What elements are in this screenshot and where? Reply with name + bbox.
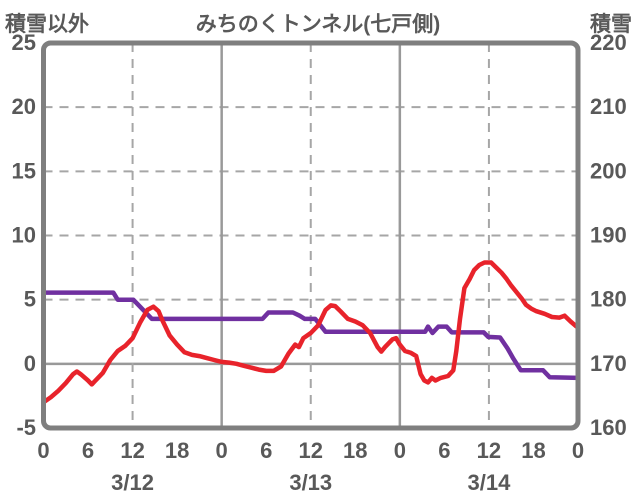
x-axis-tick-label: 18	[343, 438, 367, 463]
left-axis-tick-label: 25	[12, 30, 36, 55]
x-axis-day-label: 3/12	[111, 470, 154, 495]
x-axis-tick-label: 0	[37, 438, 49, 463]
x-axis-tick-label: 0	[216, 438, 228, 463]
left-axis-tick-label: 20	[12, 94, 36, 119]
x-axis-tick-label: 6	[260, 438, 272, 463]
right-axis-tick-label: 170	[590, 351, 627, 376]
x-axis-tick-label: 18	[165, 438, 189, 463]
x-axis-tick-label: 6	[438, 438, 450, 463]
left-axis-tick-label: 0	[24, 351, 36, 376]
x-axis-day-label: 3/13	[289, 470, 332, 495]
right-axis-tick-label: 180	[590, 287, 627, 312]
right-axis-title: 積雪	[590, 13, 632, 36]
temperature-line	[41, 260, 579, 405]
left-axis-tick-label: 10	[12, 223, 36, 248]
x-axis-tick-label: 0	[572, 438, 584, 463]
x-axis-tick-label: 0	[394, 438, 406, 463]
x-axis-tick-label: 12	[299, 438, 323, 463]
left-axis-title: 積雪以外	[5, 13, 89, 36]
right-axis-tick-label: 200	[590, 158, 627, 183]
x-axis-tick-label: 12	[120, 438, 144, 463]
plot-frame	[41, 40, 581, 431]
x-axis-day-label: 3/14	[468, 470, 512, 495]
snow-depth-line	[41, 290, 581, 381]
left-axis-tick-label: 5	[24, 287, 36, 312]
right-axis-tick-label: 220	[590, 30, 627, 55]
chart-title: みちのくトンネル(七戸側)	[195, 13, 441, 36]
x-axis-tick-label: 6	[82, 438, 94, 463]
left-axis-tick-label: -5	[16, 415, 36, 440]
right-axis-tick-label: 210	[590, 94, 627, 119]
right-axis-tick-label: 160	[590, 415, 627, 440]
x-axis-tick-label: 12	[477, 438, 501, 463]
right-axis-tick-label: 190	[590, 223, 627, 248]
x-axis-tick-label: 18	[521, 438, 545, 463]
left-axis-tick-label: 15	[12, 158, 36, 183]
